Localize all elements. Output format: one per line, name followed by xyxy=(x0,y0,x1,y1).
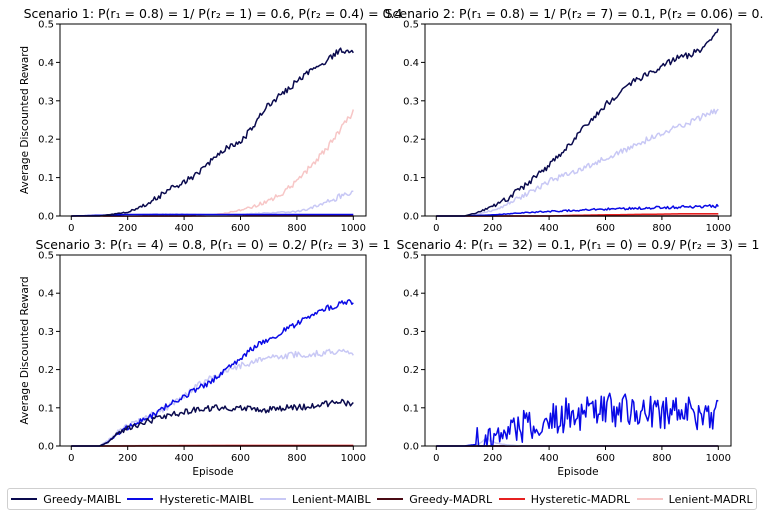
legend-swatch xyxy=(636,498,663,500)
axes-frame xyxy=(59,254,367,447)
x-tick-label: 200 xyxy=(483,223,502,234)
x-tick-label: 800 xyxy=(652,453,671,464)
y-tick-label: 0.0 xyxy=(38,212,54,223)
chart-title: Scenario 1: P(r₁ = 0.8) = 1/ P(r₂ = 1) =… xyxy=(24,6,403,21)
x-tick-label: 400 xyxy=(540,223,559,234)
legend-label: Hysteretic-MAIBL xyxy=(159,492,254,506)
x-tick-label: 200 xyxy=(483,453,502,464)
legend-entry: Hysteretic-MADRL xyxy=(498,492,631,506)
legend-entry: Hysteretic-MAIBL xyxy=(127,493,253,506)
legend-swatch xyxy=(377,498,404,500)
chart-title: Scenario 3: P(r₁ = 4) = 0.8, P(r₁ = 0) =… xyxy=(36,237,391,252)
subplot: 0 200 400 600 800 1000 0.0 0.1 0.2 0.3 0.4 0.5Scena… xyxy=(19,237,391,478)
x-tick-label: 400 xyxy=(540,453,559,464)
x-tick-label: 600 xyxy=(596,453,615,464)
x-tick-label: 0 xyxy=(68,453,74,464)
y-tick-label: 0.0 xyxy=(38,442,54,453)
x-tick-label: 800 xyxy=(652,223,671,234)
x-tick-label: 200 xyxy=(118,453,137,464)
y-tick-label: 0.1 xyxy=(403,403,419,414)
axes-frame xyxy=(424,23,732,217)
y-tick-label: 0.4 xyxy=(403,289,419,300)
y-tick-label: 0.4 xyxy=(38,289,54,300)
y-tick-label: 0.0 xyxy=(403,442,419,453)
series-line xyxy=(71,47,354,217)
y-tick-label: 0.3 xyxy=(403,96,419,107)
x-axis-label: Episode xyxy=(557,466,598,478)
x-tick-label: 0 xyxy=(433,453,439,464)
series-line xyxy=(436,108,719,217)
y-tick-label: 0.2 xyxy=(38,365,54,376)
x-tick-label: 0 xyxy=(433,223,439,234)
legend-label: Greedy-MAIBL xyxy=(43,492,121,506)
series-line xyxy=(71,348,354,447)
x-tick-label: 600 xyxy=(596,223,615,234)
legend-swatch xyxy=(498,498,525,500)
legend-label: Greedy-MADRL xyxy=(409,492,493,506)
y-tick-label: 0.5 xyxy=(38,251,54,262)
legend-entry: Greedy-MADRL xyxy=(377,493,492,506)
legend-swatch xyxy=(127,498,154,500)
subplot: 0 200 400 600 800 1000 0.0 0.1 0.2 0.3 0.4 0.5Scena… xyxy=(19,6,402,234)
y-tick-label: 0.4 xyxy=(403,58,419,69)
subplot: 0 200 400 600 800 1000 0.0 0.1 0.2 0.3 0.4 0.5Scena… xyxy=(397,237,760,478)
legend-swatch xyxy=(11,498,38,500)
x-tick-label: 600 xyxy=(231,453,250,464)
x-tick-label: 1000 xyxy=(706,223,731,234)
series-line xyxy=(71,190,354,217)
y-tick-label: 0.3 xyxy=(38,96,54,107)
subplot: 0 200 400 600 800 1000 0.0 0.1 0.2 0.3 0.4 0.5Scena… xyxy=(385,6,763,234)
y-tick-label: 0.5 xyxy=(403,20,419,31)
series-line xyxy=(71,398,354,447)
x-axis-label: Episode xyxy=(192,466,233,478)
x-tick-label: 800 xyxy=(287,453,306,464)
chart-title: Scenario 2: P(r₁ = 0.8) = 1/ P(r₂ = 7) =… xyxy=(385,6,763,21)
y-tick-label: 0.3 xyxy=(38,327,54,338)
legend-label: Hysteretic-MADRL xyxy=(530,492,631,506)
series-line xyxy=(71,213,354,217)
y-tick-label: 0.5 xyxy=(38,20,54,31)
y-tick-label: 0.4 xyxy=(38,58,54,69)
x-tick-label: 1000 xyxy=(341,453,366,464)
y-axis-label: Average Discounted Reward xyxy=(19,46,31,194)
series-line xyxy=(71,299,354,447)
legend-swatch xyxy=(260,498,286,500)
legend: Greedy-MAIBL Hysteretic-MAIBL Lenient-MA… xyxy=(7,488,757,510)
y-tick-label: 0.3 xyxy=(403,327,419,338)
chart-title: Scenario 4: P(r₁ = 32) = 0.1, P(r₁ = 0) … xyxy=(397,237,760,252)
series-line xyxy=(436,28,720,217)
y-tick-label: 0.2 xyxy=(403,365,419,376)
legend-entry: Lenient-MADRL xyxy=(636,492,753,506)
y-tick-label: 0.2 xyxy=(38,135,54,146)
y-tick-label: 0.1 xyxy=(403,173,419,184)
series-line xyxy=(71,109,355,217)
legend-label: Lenient-MADRL xyxy=(668,492,753,506)
y-tick-label: 0.1 xyxy=(38,403,54,414)
x-tick-label: 600 xyxy=(231,223,250,234)
y-axis-label: Average Discounted Reward xyxy=(19,276,31,424)
x-tick-label: 0 xyxy=(68,223,74,234)
legend-entry: Lenient-MAIBL xyxy=(260,493,371,506)
x-tick-label: 800 xyxy=(287,223,306,234)
y-tick-label: 0.1 xyxy=(38,173,54,184)
x-tick-label: 1000 xyxy=(706,453,731,464)
y-tick-label: 0.2 xyxy=(403,135,419,146)
x-tick-label: 1000 xyxy=(341,223,366,234)
series-line xyxy=(436,392,719,447)
axes-frame xyxy=(59,23,367,217)
legend-entry: Greedy-MAIBL xyxy=(11,493,121,506)
series-line xyxy=(436,203,719,217)
x-tick-label: 200 xyxy=(118,223,137,234)
legend-label: Lenient-MAIBL xyxy=(292,492,371,506)
y-tick-label: 0.5 xyxy=(403,251,419,262)
x-tick-label: 400 xyxy=(175,223,194,234)
axes-frame xyxy=(424,254,732,447)
y-tick-label: 0.0 xyxy=(403,212,419,223)
x-tick-label: 400 xyxy=(175,453,194,464)
